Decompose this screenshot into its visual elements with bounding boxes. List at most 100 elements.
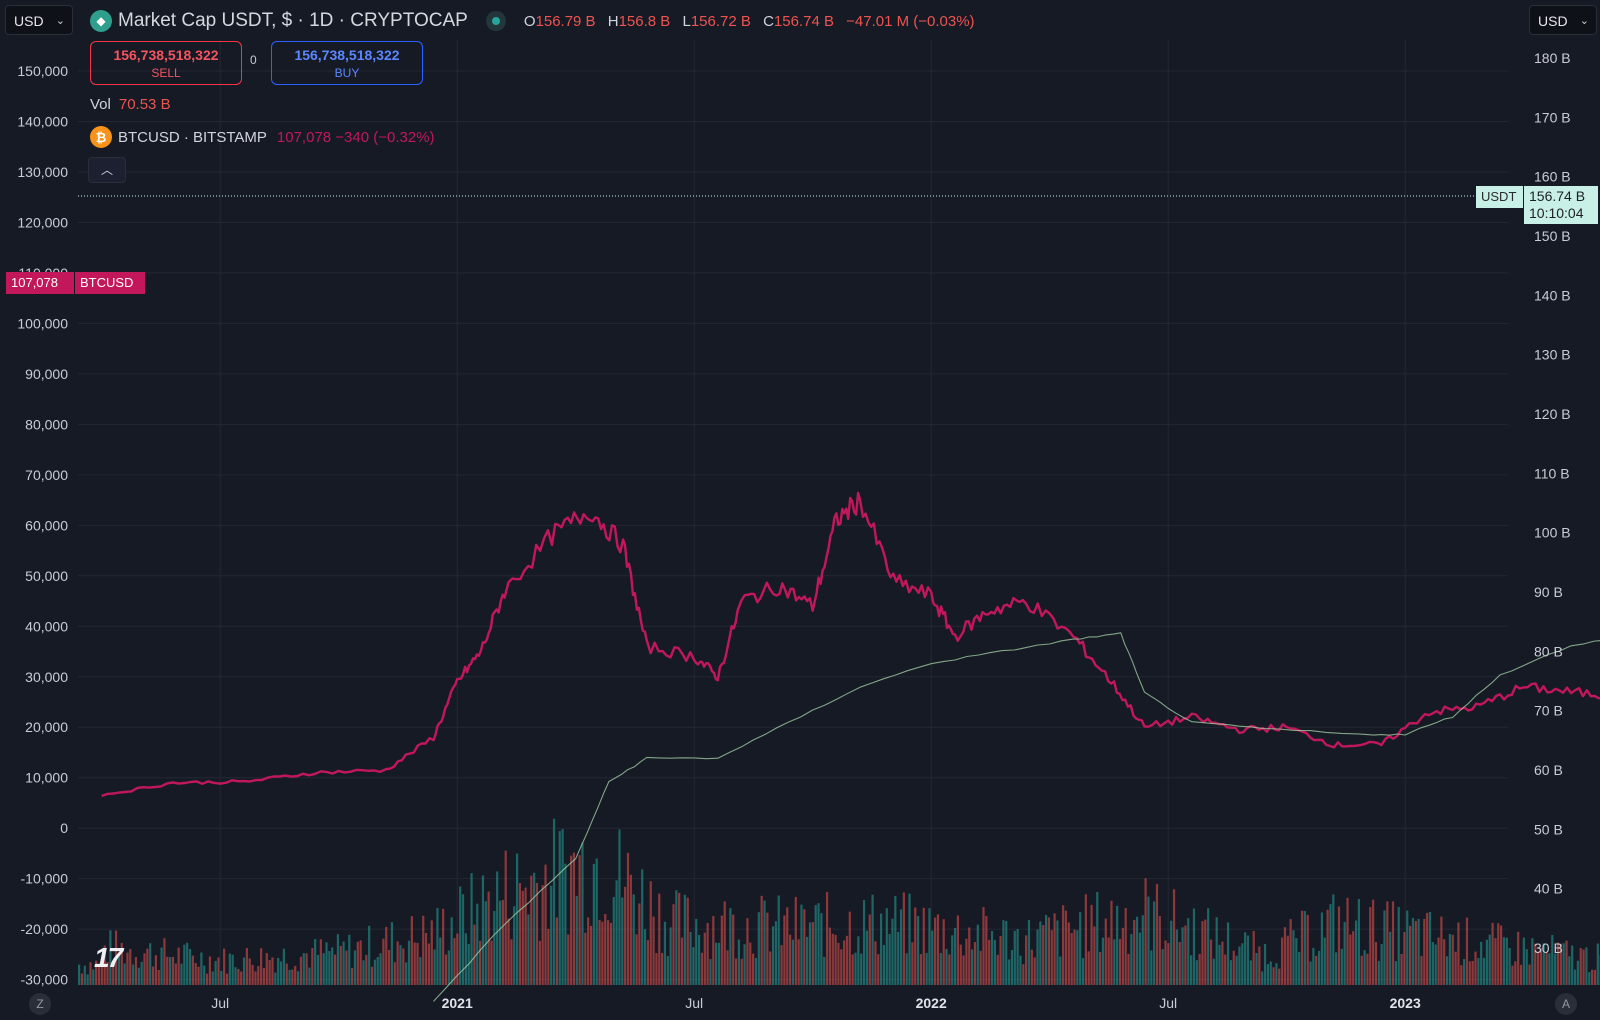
- time-axis-tick: 2023: [1390, 995, 1421, 1011]
- volume-bar: [274, 972, 277, 985]
- volume-bar: [433, 949, 436, 985]
- volume-bar: [1025, 935, 1028, 985]
- volume-bar: [1033, 957, 1036, 985]
- volume-bar: [260, 948, 263, 985]
- volume-bar: [1172, 889, 1176, 985]
- volume-bar: [1463, 958, 1466, 985]
- volume-bar: [345, 950, 348, 985]
- volume-bar: [137, 967, 140, 985]
- volume-bar: [749, 942, 752, 985]
- volume-bar: [1363, 950, 1366, 985]
- volume-bar: [262, 967, 266, 985]
- volume-bar: [154, 955, 157, 985]
- volume-bar: [442, 908, 445, 985]
- auto-scale-button[interactable]: A: [1555, 993, 1577, 1015]
- volume-bar: [126, 952, 129, 985]
- volume-legend[interactable]: Vol 70.53 B: [90, 96, 171, 113]
- volume-bar: [732, 914, 735, 985]
- volume-bar: [1081, 958, 1085, 985]
- volume-bar: [1406, 910, 1409, 985]
- volume-bar: [316, 955, 320, 985]
- volume-bar: [368, 925, 371, 985]
- market-status-icon[interactable]: [485, 11, 506, 31]
- volume-bar: [1079, 912, 1082, 985]
- volume-bar: [786, 907, 789, 985]
- volume-bar: [854, 952, 857, 985]
- volume-bar: [587, 917, 590, 985]
- volume-bar: [1226, 922, 1230, 985]
- volume-bar: [959, 944, 962, 985]
- volume-bar: [413, 942, 416, 985]
- volume-bar: [1445, 956, 1449, 985]
- volume-bar: [1218, 944, 1221, 985]
- volume-bar: [1332, 894, 1335, 985]
- volume-bar: [288, 969, 291, 985]
- volume-bar: [1198, 953, 1201, 985]
- tradingview-logo[interactable]: 17: [94, 942, 123, 973]
- volume-bar: [1283, 927, 1287, 985]
- volume-bar: [808, 922, 812, 985]
- left-price-axis[interactable]: 150,000140,000130,000120,000110,000100,0…: [17, 63, 68, 988]
- buy-button[interactable]: 156,738,518,322 BUY: [271, 41, 423, 85]
- volume-bar: [197, 966, 200, 985]
- volume-bar: [880, 913, 883, 985]
- zoom-button[interactable]: Z: [29, 993, 51, 1015]
- volume-bar: [712, 916, 715, 985]
- volume-bar: [450, 917, 453, 985]
- collapse-legend-button[interactable]: ︿: [88, 157, 126, 183]
- volume-bar: [1298, 951, 1301, 985]
- volume-bar: [1036, 929, 1039, 985]
- volume-bar: [484, 901, 487, 985]
- right-currency-select[interactable]: USD ⌄: [1529, 5, 1597, 35]
- volume-bar: [103, 945, 106, 985]
- volume-bar: [655, 953, 658, 985]
- usdt-countdown: 10:10:04: [1529, 205, 1584, 221]
- volume-bar: [823, 956, 826, 985]
- volume-bar: [572, 852, 576, 985]
- time-axis[interactable]: Jul2021Jul2022Jul2023Jul2024Jul2025Jul20…: [211, 995, 1600, 1011]
- left-axis-tick: 100,000: [17, 315, 68, 331]
- volume-bar: [257, 966, 260, 985]
- symbol-title[interactable]: Market Cap USDT, $ · 1D · CRYPTOCAP: [118, 10, 468, 31]
- volume-bar: [584, 932, 587, 985]
- volume-bar: [1545, 952, 1548, 985]
- volume-bar: [481, 875, 485, 985]
- volume-bar: [894, 895, 897, 985]
- sell-button[interactable]: 156,738,518,322 SELL: [90, 41, 242, 85]
- volume-bar: [220, 970, 223, 985]
- volume-bar: [797, 939, 800, 985]
- volume-bar: [1426, 912, 1429, 985]
- volume-bar: [1593, 969, 1597, 985]
- volume-bar: [1502, 937, 1506, 985]
- volume-bar: [479, 940, 482, 985]
- volume-bar: [988, 939, 991, 985]
- volume-bar: [578, 855, 581, 985]
- main-series-legend[interactable]: ◆ Market Cap USDT, $ · 1D · CRYPTOCAP O1…: [90, 8, 983, 34]
- volume-bar: [834, 934, 837, 985]
- compare-series-legend[interactable]: ₿ BTCUSD · BITSTAMP 107,078 −340 (−0.32%…: [90, 126, 435, 148]
- left-axis-tick: -20,000: [21, 921, 69, 937]
- volume-bar: [865, 930, 868, 985]
- volume-bar: [1110, 900, 1113, 985]
- left-currency-select[interactable]: USD ⌄: [5, 5, 73, 35]
- volume-bar: [1443, 939, 1446, 985]
- volume-bar: [336, 934, 340, 985]
- volume-bar: [410, 916, 413, 985]
- volume-bar: [498, 900, 502, 985]
- volume-bar: [1437, 937, 1440, 985]
- volume-bar: [1093, 926, 1096, 985]
- volume-bar: [931, 930, 934, 985]
- volume-bar: [171, 956, 175, 985]
- volume-bar: [302, 953, 305, 985]
- volume-bar: [1494, 938, 1497, 985]
- volume-bar: [962, 955, 965, 985]
- volume-bar: [575, 895, 578, 985]
- volume-bar: [1201, 921, 1204, 985]
- volume-bar: [140, 961, 143, 985]
- right-price-axis[interactable]: 180 B 170 B 160 B 150 B 140 B 130 B 120 B 110 B…: [1534, 50, 1571, 956]
- volume-bar: [183, 944, 186, 985]
- volume-bar: [1272, 967, 1275, 985]
- ohlc-values: O156.79 B H156.8 B L156.72 B C156.74 B −…: [523, 12, 975, 30]
- volume-bar: [1178, 942, 1181, 985]
